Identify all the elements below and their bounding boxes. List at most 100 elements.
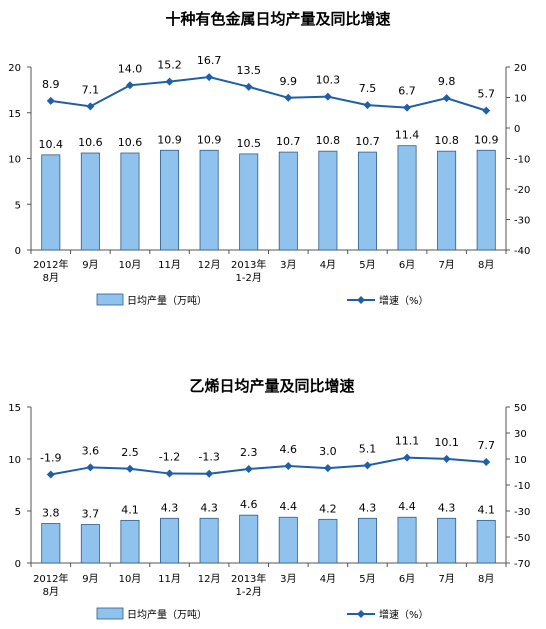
bar-value-label: 10.6 (78, 136, 103, 149)
bar (357, 517, 377, 564)
bar-value-label: 10.9 (474, 133, 499, 146)
growth-line (50, 76, 487, 112)
growth-value-label: 11.1 (395, 435, 420, 448)
growth-line (50, 456, 487, 476)
growth-point (403, 453, 412, 462)
right-tick-label: 10 (514, 455, 527, 466)
growth-value-label: 10.1 (434, 436, 459, 449)
right-tick-label: 10 (514, 94, 527, 105)
right-tick-label: -50 (514, 533, 530, 544)
bar (476, 519, 496, 564)
growth-point (165, 77, 174, 86)
chart-2: 乙烯日均产量及同比增速 0 5 10 15 -70 -50 -30 -10 10 30 50 2012年… (8, 377, 530, 621)
chart-1: 十种有色金属日均产量及同比增速 0 5 10 15 20 -40 -30 -20 -10 0 10 20… (8, 10, 530, 307)
bar-value-label: 4.4 (398, 500, 416, 513)
bar (239, 514, 259, 564)
left-tick-label: 5 (15, 200, 21, 211)
growth-value-label: 10.3 (316, 74, 341, 87)
bar-value-label: 4.3 (161, 501, 179, 514)
growth-point (323, 464, 332, 473)
bar (160, 149, 180, 251)
left-tick-label: 20 (8, 63, 21, 74)
x-tick-label: 8月 (478, 573, 494, 585)
bar (120, 519, 140, 564)
bar-value-label: 10.4 (39, 138, 64, 151)
x-tick-label: 11月 (158, 259, 181, 271)
bar-value-label: 10.6 (118, 136, 143, 149)
growth-point (244, 82, 253, 91)
bar (199, 149, 219, 251)
bar-value-label: 10.7 (355, 135, 380, 148)
bar (120, 152, 140, 251)
growth-value-label: -1.2 (159, 451, 180, 464)
legend-bar-swatch (96, 607, 124, 620)
growth-value-label: 14.0 (118, 62, 143, 75)
growth-value-label: 2.5 (121, 446, 139, 459)
left-tick-label: 10 (8, 455, 21, 466)
growth-value-label: 5.1 (359, 442, 377, 455)
growth-point (363, 101, 372, 110)
x-tick-label: 12月 (198, 259, 221, 271)
growth-point (244, 465, 253, 474)
x-tick-label: 5月 (359, 259, 375, 271)
left-tick-label: 10 (8, 155, 21, 166)
x-tick-label: 4月 (320, 259, 336, 271)
chart-legend: 日均产量（万吨） 增速（%） (96, 293, 429, 307)
growth-value-label: 13.5 (236, 64, 261, 77)
growth-value-label: 7.7 (477, 439, 495, 452)
bar (318, 150, 338, 251)
growth-point (205, 73, 214, 82)
bar-value-label: 10.9 (197, 133, 222, 146)
growth-value-label: -1.9 (40, 451, 61, 464)
x-tick-label: 2013年 (231, 258, 266, 271)
right-tick-label: -10 (514, 481, 530, 492)
growth-value-label: 15.2 (157, 59, 182, 72)
legend-line-label: 增速（%） (379, 608, 429, 621)
bar-value-label: 3.8 (42, 506, 60, 519)
growth-point (125, 81, 134, 90)
right-tick-label: 0 (514, 124, 520, 135)
bar (199, 517, 219, 564)
growth-value-label: 5.7 (477, 88, 495, 101)
legend-bar-label: 日均产量（万吨） (127, 608, 207, 621)
growth-point (482, 106, 491, 115)
bar-value-label: 4.2 (319, 502, 337, 515)
left-tick-label: 5 (15, 507, 21, 518)
growth-point (125, 464, 134, 473)
bar-value-label: 4.1 (121, 503, 139, 516)
x-tick-label: 3月 (280, 259, 296, 271)
x-tick-label: 8月 (43, 272, 59, 284)
x-tick-label: 11月 (158, 573, 181, 585)
bar (80, 524, 100, 564)
bar-value-label: 4.3 (200, 501, 218, 514)
bar-value-label: 10.7 (276, 135, 301, 148)
growth-value-label: 7.1 (82, 83, 100, 96)
right-tick-label: -30 (514, 507, 530, 518)
x-tick-label: 2013年 (231, 572, 266, 585)
legend-line-marker (357, 296, 365, 304)
growth-point (86, 463, 95, 472)
bar (239, 153, 259, 251)
left-tick-label: 15 (8, 109, 21, 120)
bar-value-label: 4.4 (280, 500, 298, 513)
growth-value-label: 3.0 (319, 445, 337, 458)
right-tick-label: -70 (514, 559, 530, 570)
growth-point (284, 462, 293, 471)
x-tick-label: 7月 (438, 573, 454, 585)
bar (160, 517, 180, 564)
legend-line-label: 增速（%） (379, 294, 429, 307)
growth-point (442, 454, 451, 463)
growth-value-label: 16.7 (197, 54, 222, 67)
growth-value-label: 3.6 (82, 444, 100, 457)
growth-point (442, 94, 451, 103)
right-tick-label: 30 (514, 429, 527, 440)
x-tick-label: 10月 (119, 573, 142, 585)
growth-point (46, 96, 55, 105)
x-tick-label: 1-2月 (236, 586, 262, 598)
bar (397, 145, 417, 251)
bar-value-label: 4.1 (477, 503, 495, 516)
growth-value-label: 7.5 (359, 82, 377, 95)
chart-title: 十种有色金属日均产量及同比增速 (165, 10, 390, 28)
chart-legend: 日均产量（万吨） 增速（%） (96, 607, 429, 621)
growth-point (323, 92, 332, 101)
